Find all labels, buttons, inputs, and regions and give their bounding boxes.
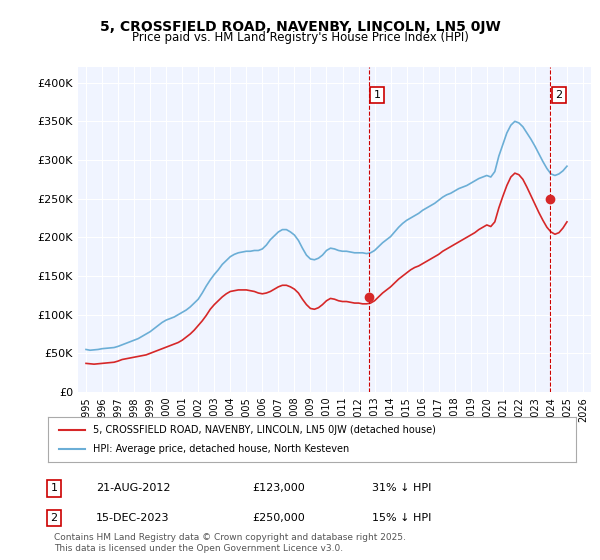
Text: 15% ↓ HPI: 15% ↓ HPI — [372, 513, 431, 523]
Text: Price paid vs. HM Land Registry's House Price Index (HPI): Price paid vs. HM Land Registry's House … — [131, 31, 469, 44]
Text: 2: 2 — [555, 90, 562, 100]
Text: 1: 1 — [374, 90, 380, 100]
Text: £250,000: £250,000 — [252, 513, 305, 523]
Text: HPI: Average price, detached house, North Kesteven: HPI: Average price, detached house, Nort… — [93, 445, 349, 455]
Text: 31% ↓ HPI: 31% ↓ HPI — [372, 483, 431, 493]
Text: £123,000: £123,000 — [252, 483, 305, 493]
Text: Contains HM Land Registry data © Crown copyright and database right 2025.
This d: Contains HM Land Registry data © Crown c… — [54, 533, 406, 553]
Text: 5, CROSSFIELD ROAD, NAVENBY, LINCOLN, LN5 0JW: 5, CROSSFIELD ROAD, NAVENBY, LINCOLN, LN… — [100, 20, 500, 34]
Text: 2: 2 — [50, 513, 58, 523]
Text: 21-AUG-2012: 21-AUG-2012 — [96, 483, 170, 493]
Text: 1: 1 — [50, 483, 58, 493]
Text: 5, CROSSFIELD ROAD, NAVENBY, LINCOLN, LN5 0JW (detached house): 5, CROSSFIELD ROAD, NAVENBY, LINCOLN, LN… — [93, 424, 436, 435]
Text: 15-DEC-2023: 15-DEC-2023 — [96, 513, 170, 523]
